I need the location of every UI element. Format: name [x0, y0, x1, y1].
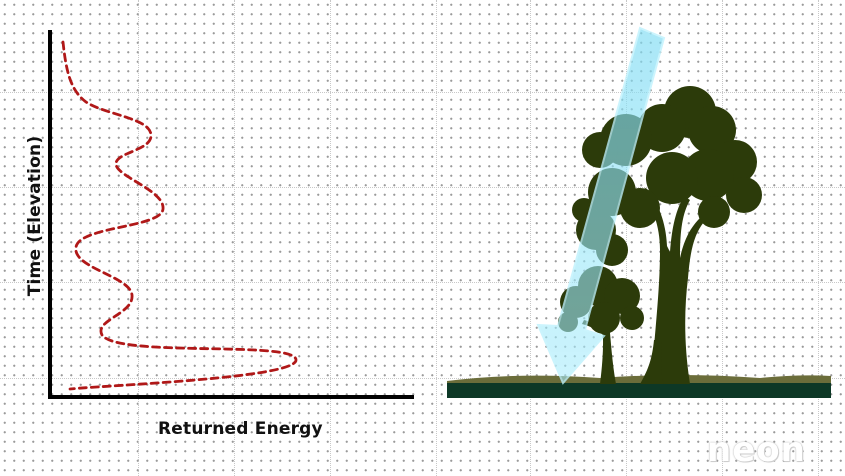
- x-axis-label: Returned Energy: [158, 419, 323, 439]
- laser-arrow-icon: [536, 26, 666, 385]
- grid-line: [330, 0, 331, 476]
- grid-line: [436, 0, 437, 476]
- grid-line: [0, 92, 845, 93]
- return-waveform-curve: [61, 40, 298, 391]
- grid-line: [234, 0, 235, 476]
- y-axis-label: Time (Elevation): [25, 135, 45, 297]
- grid-line: [0, 378, 845, 379]
- grid-line: [818, 0, 819, 476]
- forest-scene: [447, 26, 831, 398]
- grid-line: [0, 187, 845, 188]
- grid-line: [626, 0, 627, 476]
- ground-soil: [447, 383, 831, 398]
- waveform-chart: [48, 30, 414, 399]
- grid-line: [0, 282, 845, 283]
- grid-line: [722, 0, 723, 476]
- grid-line: [138, 0, 139, 476]
- grid-line: [530, 0, 531, 476]
- neon-logo: neon: [707, 430, 806, 470]
